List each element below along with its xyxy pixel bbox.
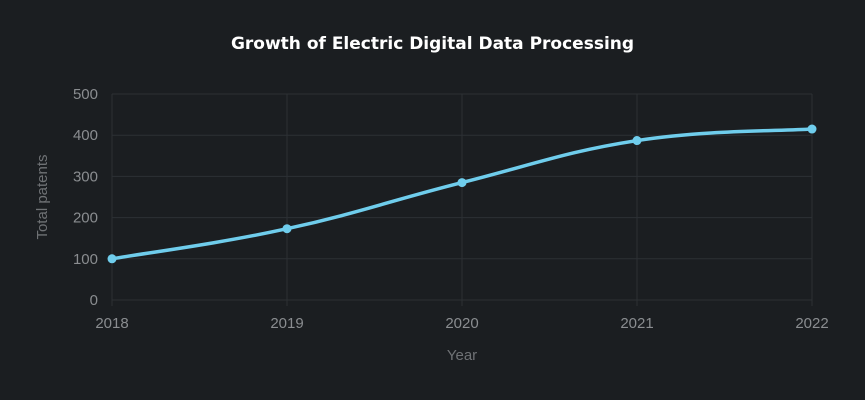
x-axis-title: Year xyxy=(447,347,477,364)
y-axis-title: Total patents xyxy=(34,154,51,239)
x-tick-label: 2020 xyxy=(445,315,478,332)
data-point[interactable] xyxy=(282,224,292,234)
chart-title: Growth of Electric Digital Data Processi… xyxy=(230,34,635,54)
data-point[interactable] xyxy=(807,124,817,134)
y-tick-label: 400 xyxy=(73,127,98,144)
x-tick-label: 2018 xyxy=(95,315,128,332)
y-tick-label: 300 xyxy=(73,168,98,185)
series-layer xyxy=(107,124,817,264)
x-axis-ticks: 2018 2019 2020 2021 2022 xyxy=(95,315,828,332)
data-point[interactable] xyxy=(107,254,117,264)
x-tick-label: 2019 xyxy=(270,315,303,332)
y-tick-label: 0 xyxy=(90,292,98,309)
y-tick-label: 500 xyxy=(73,86,98,103)
y-tick-label: 200 xyxy=(73,210,98,227)
data-point[interactable] xyxy=(457,178,467,188)
x-tick-label: 2022 xyxy=(795,315,828,332)
y-tick-label: 100 xyxy=(73,251,98,268)
y-axis-ticks: 0 100 200 300 400 500 xyxy=(73,86,98,309)
grid-lines xyxy=(111,93,813,306)
x-tick-label: 2021 xyxy=(620,315,653,332)
data-point[interactable] xyxy=(632,136,642,146)
